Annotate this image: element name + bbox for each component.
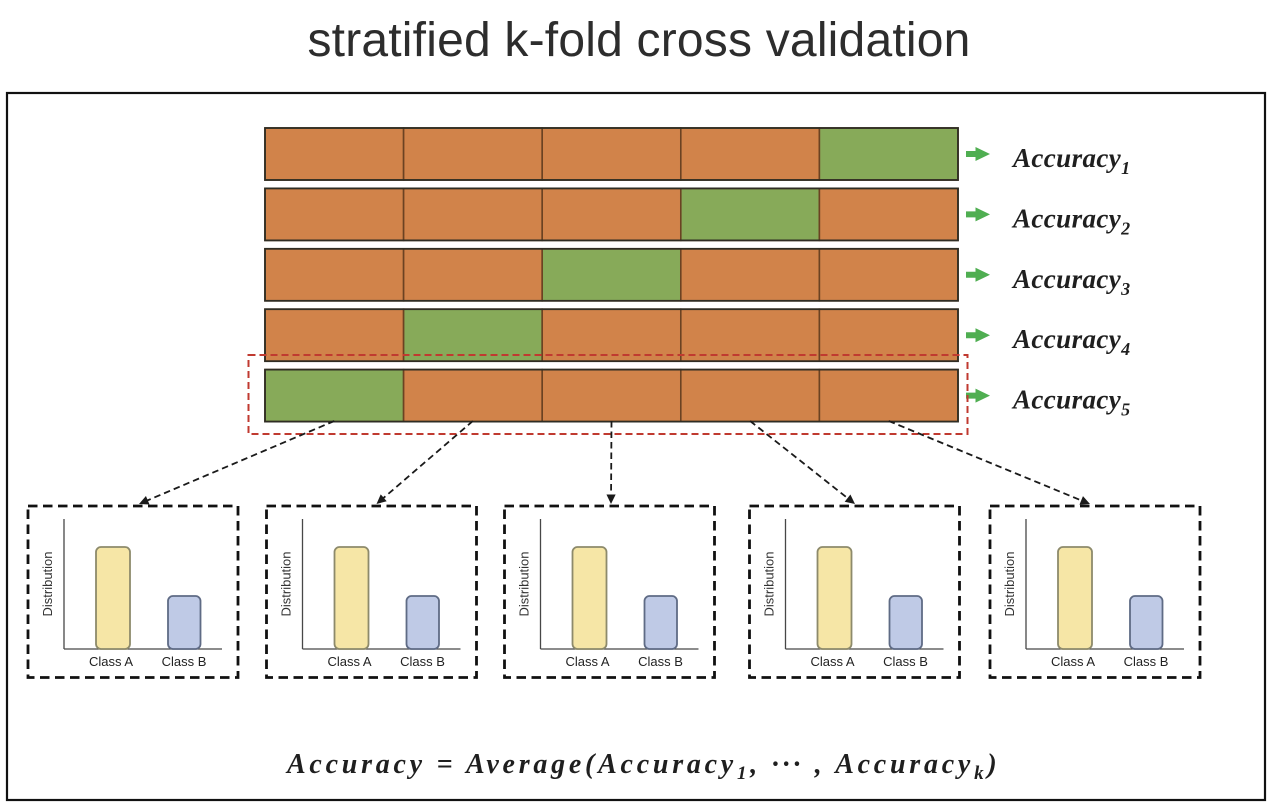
svg-text:Accuracy5: Accuracy5	[1011, 385, 1131, 420]
svg-text:Class B: Class B	[883, 654, 928, 669]
svg-text:Distribution: Distribution	[517, 551, 532, 616]
svg-text:Accuracy1: Accuracy1	[1011, 143, 1131, 178]
svg-text:Class B: Class B	[638, 654, 683, 669]
svg-text:Distribution: Distribution	[40, 551, 55, 616]
svg-text:Accuracy4: Accuracy4	[1011, 324, 1131, 359]
svg-text:Class A: Class A	[1051, 654, 1095, 669]
svg-text:Class A: Class A	[565, 654, 609, 669]
svg-text:Class A: Class A	[89, 654, 133, 669]
svg-text:Accuracy = Average(Accuracy1,: Accuracy = Average(Accuracy1, ··· , Accu…	[285, 749, 1000, 784]
svg-text:Distribution: Distribution	[1002, 551, 1017, 616]
svg-text:Class B: Class B	[1124, 654, 1169, 669]
svg-text:Class B: Class B	[400, 654, 445, 669]
svg-text:Class B: Class B	[162, 654, 207, 669]
svg-text:Distribution: Distribution	[762, 551, 777, 616]
svg-text:Distribution: Distribution	[279, 551, 294, 616]
svg-text:Accuracy2: Accuracy2	[1011, 203, 1131, 238]
svg-text:Accuracy3: Accuracy3	[1011, 264, 1131, 299]
svg-text:Class A: Class A	[810, 654, 854, 669]
svg-text:Class A: Class A	[327, 654, 371, 669]
